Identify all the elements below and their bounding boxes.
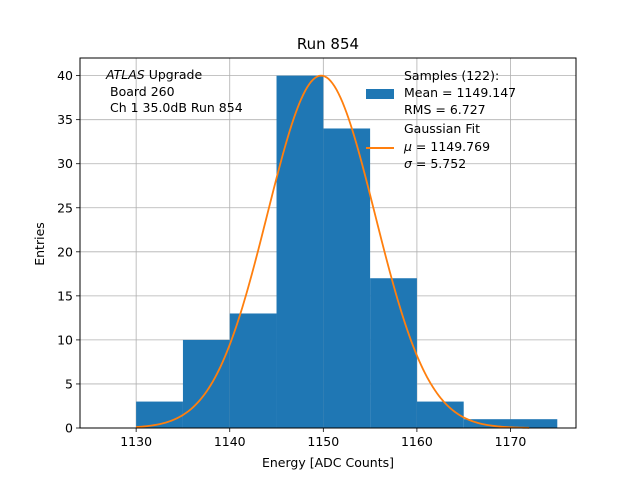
x-tick-label: 1130	[120, 434, 152, 449]
x-tick-label: 1170	[495, 434, 527, 449]
annotation-board: Board 260	[110, 84, 175, 99]
legend-fit-mu: μ = 1149.769	[403, 139, 490, 154]
histogram-bar	[416, 401, 464, 428]
histogram-bars	[136, 75, 558, 428]
legend-samples-mean: Mean = 1149.147	[404, 85, 516, 100]
legend-samples-swatch	[366, 89, 394, 99]
legend-sigma-symbol: σ	[404, 156, 413, 171]
x-axis-label: Energy [ADC Counts]	[262, 455, 394, 470]
legend-mu-symbol: μ	[403, 139, 412, 154]
plot-frame	[79, 57, 577, 429]
x-tick-label: 1140	[214, 434, 246, 449]
legend-samples-title: Samples (122):	[404, 68, 499, 83]
y-tick-label: 35	[57, 112, 73, 127]
y-axis-label: Entries	[32, 222, 47, 266]
y-tick-label: 10	[57, 332, 73, 347]
histogram-bar	[182, 339, 230, 428]
y-tick-label: 5	[65, 376, 73, 391]
histogram-bar	[276, 75, 324, 428]
y-tick-label: 40	[57, 68, 73, 83]
histogram-bar	[323, 128, 371, 428]
legend-fit-title: Gaussian Fit	[404, 121, 480, 136]
annotation-channel: Ch 1 35.0dB Run 854	[110, 100, 243, 115]
y-tick-label: 0	[65, 421, 73, 436]
annotation-line-1: ATLAS Upgrade	[105, 67, 202, 82]
histogram-bar	[370, 278, 417, 428]
y-tick-label: 25	[57, 200, 73, 215]
legend-sigma-value: = 5.752	[412, 156, 466, 171]
histogram-bar	[463, 419, 511, 428]
legend-fit-sigma: σ = 5.752	[404, 156, 466, 171]
y-tick-label: 15	[57, 288, 73, 303]
y-tick-label: 20	[57, 244, 73, 259]
run-annotation: ATLAS Upgrade Board 260 Ch 1 35.0dB Run …	[105, 67, 243, 115]
legend-samples-rms: RMS = 6.727	[404, 102, 486, 117]
gaussian-fit	[136, 74, 530, 429]
gaussian-fit-curve	[136, 74, 530, 429]
y-tick-label: 30	[57, 156, 73, 171]
legend-mu-value: = 1149.769	[412, 139, 490, 154]
legend: Samples (122): Mean = 1149.147 RMS = 6.7…	[366, 68, 516, 171]
x-tick-label: 1160	[401, 434, 433, 449]
annotation-atlas: ATLAS	[105, 67, 145, 82]
histogram-bar	[229, 313, 277, 428]
chart-title: Run 854	[297, 35, 359, 53]
x-tick-label: 1150	[307, 434, 339, 449]
axis-ticks: 1130 1140 1150 1160 1170 0 5 10 15 20 25 30 35 40	[57, 68, 526, 449]
histogram-bar	[510, 419, 558, 428]
annotation-upgrade: Upgrade	[145, 67, 203, 82]
